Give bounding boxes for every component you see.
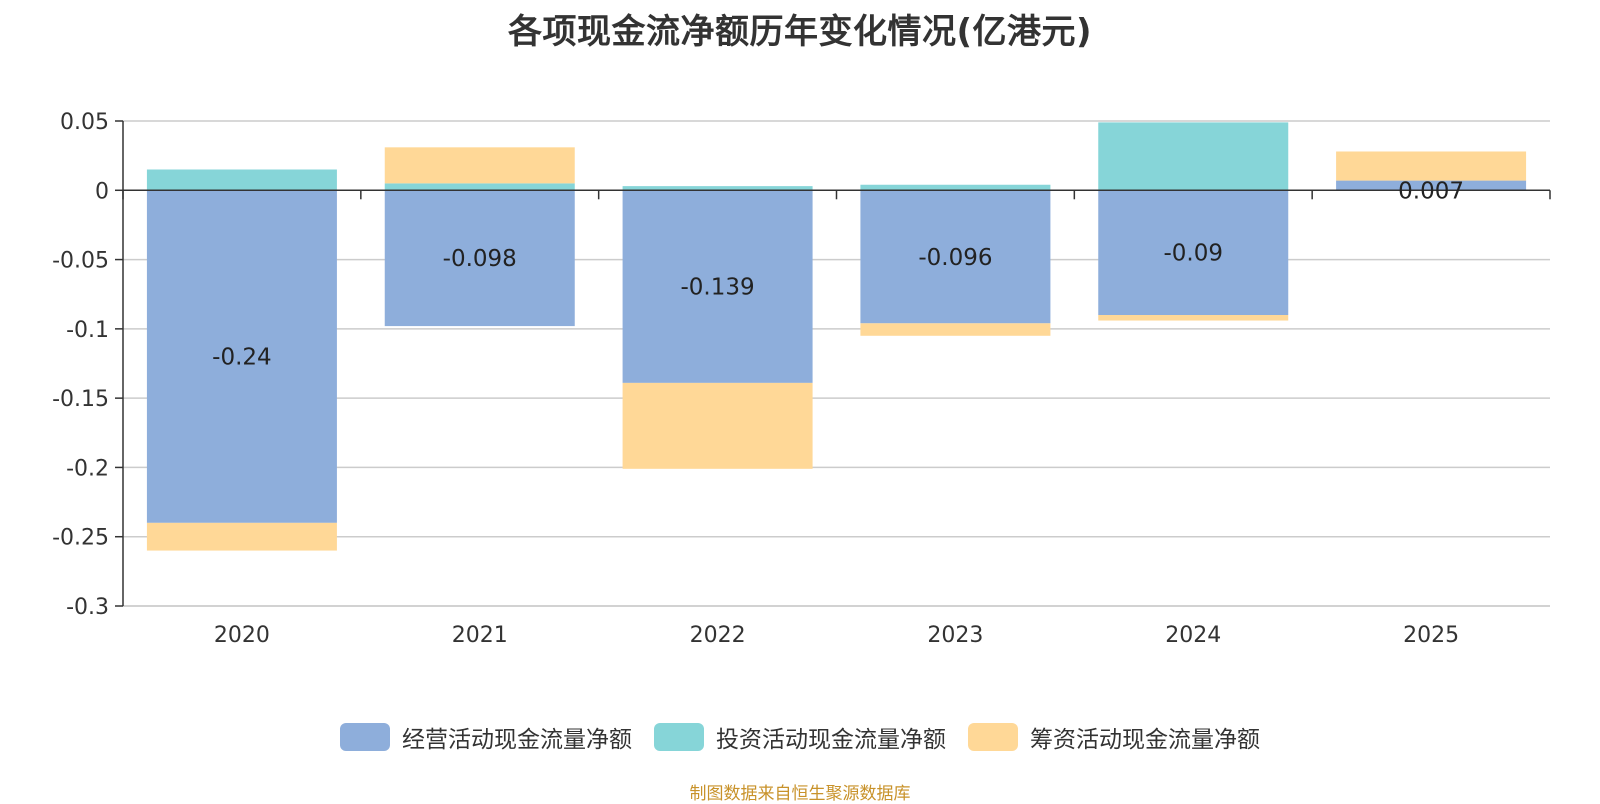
y-tick-label: -0.15 (52, 387, 109, 412)
data-label-2020: -0.24 (212, 345, 272, 371)
x-tick-label: 2024 (1165, 623, 1221, 648)
y-tick-label: -0.3 (66, 595, 109, 620)
legend-label-investing: 投资活动现金流量净额 (716, 727, 946, 753)
legend-item-financing[interactable]: 筹资活动现金流量净额 (968, 720, 1260, 754)
chart-plot: 0.05 0 -0.05 -0.1 -0.15 -0.2 -0.25 -0.3 2020 2021… (52, 110, 1551, 648)
bar-financing-2023[interactable] (860, 323, 1051, 336)
x-tick-label: 2023 (927, 623, 983, 648)
data-label-2024: -0.09 (1163, 241, 1223, 267)
x-tick-label: 2021 (452, 623, 508, 648)
y-tick-label: -0.2 (66, 456, 109, 481)
bar-operating-2023[interactable] (860, 190, 1051, 324)
legend-label-operating: 经营活动现金流量净额 (402, 727, 632, 753)
data-label-2025: 0.007 (1398, 178, 1464, 204)
y-tick-label: -0.25 (52, 526, 109, 551)
bar-financing-2020[interactable] (146, 522, 337, 551)
x-tick-label: 2020 (214, 623, 270, 648)
bar-operating-2021[interactable] (384, 190, 575, 327)
legend-item-operating[interactable]: 经营活动现金流量净额 (340, 720, 632, 754)
data-label-2021: -0.098 (443, 246, 517, 272)
legend-swatch-operating (340, 723, 390, 751)
bar-investing-2023[interactable] (860, 184, 1051, 191)
y-tick-label: 0.05 (60, 110, 109, 135)
y-tick-label: 0 (95, 179, 109, 204)
x-tick-label: 2022 (690, 623, 746, 648)
bar-investing-2021[interactable] (384, 183, 575, 191)
bar-financing-2024[interactable] (1098, 315, 1289, 321)
bar-operating-2022[interactable] (622, 190, 813, 383)
legend-label-financing: 筹资活动现金流量净额 (1030, 727, 1260, 753)
bar-operating-2024[interactable] (1098, 190, 1289, 315)
chart-title: 各项现金流净额历年变化情况(亿港元) (507, 12, 1093, 52)
legend-item-investing[interactable]: 投资活动现金流量净额 (654, 720, 946, 754)
bar-investing-2020[interactable] (146, 169, 337, 191)
legend-swatch-investing (654, 723, 704, 751)
x-tick-label: 2025 (1403, 623, 1459, 648)
bar-operating-2025[interactable] (1336, 180, 1527, 191)
y-tick-label: -0.05 (52, 249, 109, 274)
bar-investing-2024[interactable] (1098, 122, 1289, 191)
data-label-2023: -0.096 (918, 245, 992, 271)
legend: 经营活动现金流量净额 投资活动现金流量净额 筹资活动现金流量净额 (0, 720, 1600, 754)
y-tick-label: -0.1 (66, 318, 109, 343)
bar-financing-2025[interactable] (1336, 151, 1527, 181)
bar-operating-2020[interactable] (146, 190, 337, 523)
legend-swatch-financing (968, 723, 1018, 751)
bar-financing-2022[interactable] (622, 382, 813, 469)
bar-financing-2021[interactable] (384, 147, 575, 184)
data-label-2022: -0.139 (681, 275, 755, 301)
bar-investing-2022[interactable] (622, 186, 813, 191)
source-note: 制图数据来自恒生聚源数据库 (689, 784, 911, 804)
